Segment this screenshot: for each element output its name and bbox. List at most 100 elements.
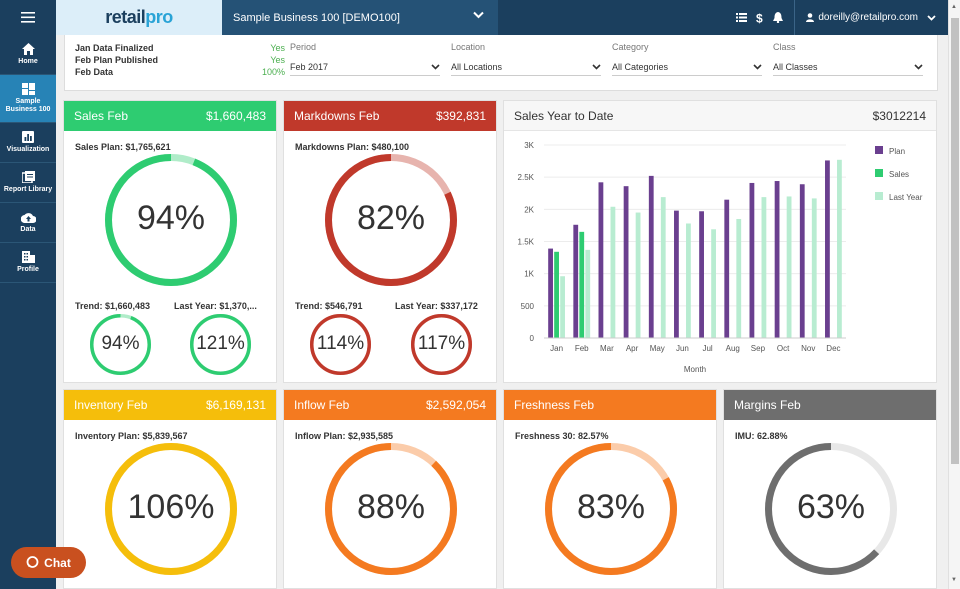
bar-last-year[interactable] bbox=[610, 206, 616, 338]
scroll-thumb[interactable] bbox=[951, 18, 959, 464]
home-icon bbox=[21, 43, 35, 55]
bar-last-year[interactable] bbox=[660, 197, 666, 338]
markdowns-card[interactable]: Markdowns Feb $392,831 Markdowns Plan: $… bbox=[283, 100, 497, 383]
chevron-down-icon[interactable] bbox=[927, 14, 936, 21]
bar-last-year[interactable] bbox=[837, 159, 842, 338]
bar-last-year[interactable] bbox=[736, 218, 742, 338]
filter-bar: Jan Data Finalized Yes Feb Plan Published… bbox=[64, 35, 938, 91]
card-value: $3012214 bbox=[872, 108, 926, 123]
sidebar-item-data[interactable]: Data bbox=[0, 203, 56, 243]
bar-plan[interactable] bbox=[573, 224, 579, 338]
sidebar-item-report-library[interactable]: Report Library bbox=[0, 163, 56, 203]
flag-label: Feb Data bbox=[75, 67, 114, 77]
location-filter[interactable]: Location All Locations bbox=[451, 42, 601, 76]
card-value: $2,592,054 bbox=[425, 398, 486, 412]
x-tick-label: Aug bbox=[726, 344, 740, 353]
bar-plan[interactable] bbox=[749, 182, 755, 338]
trend-percent: 94% bbox=[101, 333, 140, 354]
x-tick-label: Jun bbox=[676, 344, 689, 353]
last-year-percent: 121% bbox=[196, 333, 245, 354]
bar-plan[interactable] bbox=[774, 181, 780, 338]
dollar-icon[interactable]: $ bbox=[756, 12, 764, 24]
bar-plan[interactable] bbox=[699, 211, 704, 338]
sidebar-item-business[interactable]: Sample Business 100 bbox=[0, 75, 56, 123]
imu-label: IMU: 62.88% bbox=[735, 431, 788, 441]
plan-percent: 88% bbox=[356, 488, 426, 526]
bar-last-year[interactable] bbox=[560, 276, 565, 338]
gauge-fill bbox=[411, 314, 472, 375]
chevron-down-icon bbox=[753, 64, 762, 70]
category-label: Category bbox=[612, 42, 649, 52]
plan-percent: 94% bbox=[136, 199, 206, 237]
category-filter[interactable]: Category All Categories bbox=[612, 42, 762, 76]
legend-label[interactable]: Sales bbox=[889, 170, 909, 179]
last-year-label: Last Year: $337,172 bbox=[395, 301, 478, 311]
chat-button[interactable]: Chat bbox=[11, 547, 86, 578]
bell-icon[interactable] bbox=[773, 12, 784, 23]
top-icons: $ doreilly@retailpro.com bbox=[736, 0, 936, 35]
y-tick-label: 2K bbox=[524, 205, 534, 214]
bar-plan[interactable] bbox=[674, 210, 679, 338]
scroll-down-icon[interactable]: ▼ bbox=[951, 577, 957, 583]
library-icon bbox=[21, 171, 35, 183]
bar-last-year[interactable] bbox=[686, 223, 691, 338]
margins-card[interactable]: Margins Feb IMU: 62.88% 63% bbox=[723, 389, 937, 589]
bar-plan[interactable] bbox=[724, 199, 730, 338]
card-value: $1,660,483 bbox=[205, 109, 266, 123]
bar-plan[interactable] bbox=[648, 175, 654, 338]
menu-button[interactable] bbox=[0, 0, 56, 35]
bar-sales[interactable] bbox=[554, 251, 559, 338]
plan-gauge bbox=[105, 154, 237, 286]
bar-plan[interactable] bbox=[623, 186, 629, 338]
bar-last-year[interactable] bbox=[585, 249, 591, 338]
x-tick-label: Oct bbox=[777, 344, 790, 353]
legend-label[interactable]: Plan bbox=[889, 147, 905, 156]
location-value: All Locations bbox=[451, 62, 503, 72]
scroll-up-icon[interactable]: ▲ bbox=[951, 4, 957, 10]
bar-plan[interactable] bbox=[825, 160, 830, 338]
x-tick-label: Feb bbox=[575, 344, 589, 353]
bar-last-year[interactable] bbox=[786, 196, 792, 338]
svg-text:$: $ bbox=[756, 12, 763, 24]
plan-label: Sales Plan: $1,765,621 bbox=[75, 142, 171, 152]
sales-ytd-card[interactable]: Sales Year to Date $3012214 0 500 1K 1.5K 2K… bbox=[503, 100, 937, 383]
sidebar-item-label: Sample Business 100 bbox=[5, 98, 51, 113]
bar-plan[interactable] bbox=[598, 182, 604, 338]
sidebar-item-label: Profile bbox=[17, 266, 39, 273]
bar-last-year[interactable] bbox=[635, 212, 641, 338]
plan-gauge bbox=[325, 443, 457, 575]
bar-last-year[interactable] bbox=[711, 229, 716, 338]
legend-label[interactable]: Last Year bbox=[889, 193, 923, 202]
sales-card[interactable]: Sales Feb $1,660,483 Sales Plan: $1,765,… bbox=[63, 100, 277, 383]
business-selector[interactable]: Sample Business 100 [DEMO100] bbox=[222, 0, 498, 35]
sidebar-item-profile[interactable]: Profile bbox=[0, 243, 56, 283]
bar-last-year[interactable] bbox=[811, 198, 817, 338]
bar-last-year[interactable] bbox=[761, 197, 767, 338]
sidebar-item-visualization[interactable]: Visualization bbox=[0, 123, 56, 163]
y-tick-label: 500 bbox=[521, 302, 535, 311]
card-title: Freshness Feb bbox=[514, 398, 595, 412]
freshness-card[interactable]: Freshness Feb Freshness 30: 82.57% 83% bbox=[503, 389, 717, 589]
bar-plan[interactable] bbox=[799, 184, 805, 338]
bar-plan[interactable] bbox=[548, 248, 553, 338]
plan-label: Freshness 30: 82.57% bbox=[515, 431, 609, 441]
last-year-percent: 117% bbox=[417, 333, 466, 354]
y-tick-label: 3K bbox=[524, 141, 534, 150]
y-tick-label: 0 bbox=[530, 334, 535, 343]
period-filter[interactable]: Period Feb 2017 bbox=[290, 42, 440, 76]
sidebar-item-home[interactable]: Home bbox=[0, 35, 56, 75]
last-year-label: Last Year: $1,370,... bbox=[174, 301, 257, 311]
scrollbar[interactable]: ▲ ▼ bbox=[948, 0, 960, 589]
list-icon[interactable] bbox=[736, 13, 748, 22]
trend-gauge bbox=[90, 314, 151, 375]
inventory-card[interactable]: Inventory Feb $6,169,131 Inventory Plan:… bbox=[63, 389, 277, 589]
y-tick-label: 1.5K bbox=[518, 238, 535, 247]
class-filter[interactable]: Class All Classes bbox=[773, 42, 923, 76]
trend-label: Trend: $546,791 bbox=[295, 301, 363, 311]
card-title: Margins Feb bbox=[734, 398, 801, 412]
user-email[interactable]: doreilly@retailpro.com bbox=[818, 12, 918, 23]
inflow-card[interactable]: Inflow Feb $2,592,054 Inflow Plan: $2,93… bbox=[283, 389, 497, 589]
bar-sales[interactable] bbox=[579, 231, 585, 338]
logo[interactable]: retailpro bbox=[56, 0, 222, 35]
class-value: All Classes bbox=[773, 62, 818, 72]
